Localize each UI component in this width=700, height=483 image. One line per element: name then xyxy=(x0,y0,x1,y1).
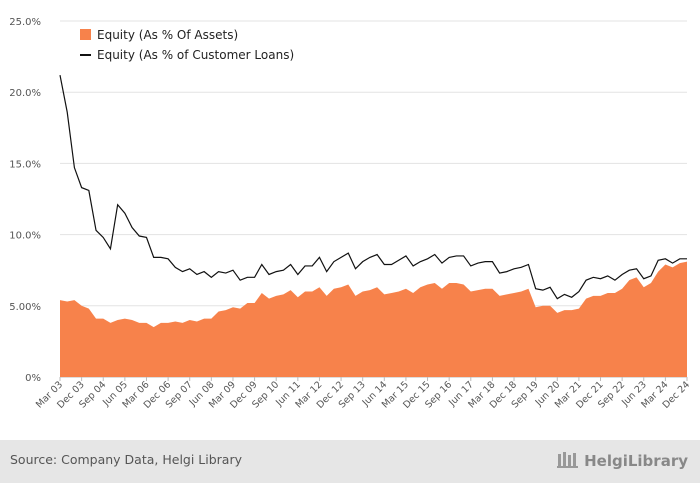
y-tick-label: 0% xyxy=(25,373,41,384)
legend-label-assets: Equity (As % Of Assets) xyxy=(97,28,238,42)
legend-swatch-assets xyxy=(80,29,91,40)
legend-label-loans: Equity (As % of Customer Loans) xyxy=(97,48,294,62)
legend: Equity (As % Of Assets) Equity (As % of … xyxy=(80,28,294,62)
library-icon xyxy=(557,450,579,472)
y-tick-label: 10.0% xyxy=(9,231,41,242)
y-tick-label: 5.00% xyxy=(9,302,41,313)
footer: Source: Company Data, Helgi Library Helg… xyxy=(0,440,700,483)
line-series-equity-loans xyxy=(59,74,687,300)
area-series-equity-assets xyxy=(60,261,687,377)
brand-logo: HelgiLibrary xyxy=(557,450,688,472)
y-tick-label: 25.0% xyxy=(9,17,41,28)
y-axis-ticks: 0% 5.00% 10.0% 15.0% 20.0% 25.0% xyxy=(9,17,41,384)
y-tick-label: 15.0% xyxy=(9,159,41,170)
source-note: Source: Company Data, Helgi Library xyxy=(10,452,243,467)
equity-assets-area xyxy=(60,261,687,377)
y-tick-label: 20.0% xyxy=(9,88,41,99)
equity-loans-line xyxy=(59,74,687,300)
brand-name: HelgiLibrary xyxy=(584,452,688,470)
